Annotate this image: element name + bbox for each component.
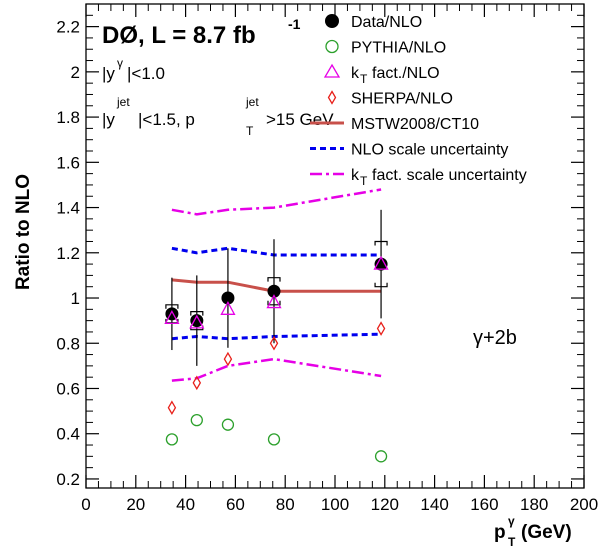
cut1-sup: γ: [117, 56, 123, 70]
pythia-point: [165, 433, 179, 446]
cut1-b: |<1.0: [127, 64, 165, 83]
y-axis-title: Ratio to NLO: [13, 174, 34, 290]
y-tick-label: 1.4: [56, 199, 80, 218]
x-axis-title-sup: γ: [508, 514, 515, 528]
legend-label: NLO scale uncertainty: [351, 142, 508, 159]
x-tick-label: 0: [81, 495, 90, 514]
data-point: [267, 284, 281, 298]
data-syst-bracket-upper: [267, 277, 281, 282]
legend-label-prefix: k: [351, 167, 360, 184]
panel-title: DØ, L = 8.7 fb -1: [102, 16, 301, 49]
sherpa-point: [269, 335, 279, 351]
data-marks: [164, 209, 389, 463]
x-tick-label: 160: [470, 495, 498, 514]
kt-fact-point: [189, 314, 205, 329]
data-syst-bracket-upper: [374, 240, 388, 246]
x-axis-title-unit: (GeV): [521, 522, 572, 543]
cut2-sup2: jet: [245, 95, 259, 109]
pythia-point: [221, 418, 235, 431]
legend-label: SHERPA/NLO: [351, 91, 453, 108]
cut2-a: |y: [102, 110, 115, 129]
x-tick-label: 200: [570, 495, 598, 514]
axis-ticks: 0 20 40 60 80 100 120 140 160 180 200 0.2 0.4 0.6 0.8 1…: [56, 4, 598, 514]
sherpa-point: [192, 375, 202, 391]
data-point: [374, 257, 388, 271]
pythia-point: [190, 413, 203, 427]
data-syst-bracket-lower: [267, 300, 281, 306]
data-point: [190, 314, 204, 328]
data-syst-bracket-upper: [190, 310, 204, 316]
legend-symbol-sherpa: [327, 90, 337, 105]
legend-symbol-pythia: [325, 39, 339, 54]
sherpa-point: [223, 351, 233, 367]
x-axis-title: p γ T (GeV): [494, 514, 572, 549]
kt-fact-point: [164, 310, 180, 325]
cut-label-1: |y γ |<1.0: [102, 56, 165, 83]
uncertainty-bands: [171, 188, 382, 382]
y-tick-label: 0.8: [56, 334, 80, 353]
legend-symbol-data: [325, 14, 339, 28]
legend-label-prefix-sub: T: [360, 72, 368, 86]
x-tick-label: 100: [321, 495, 349, 514]
y-tick-label: 0.4: [56, 425, 80, 444]
legend-label: fact./NLO: [372, 65, 440, 82]
cut2-b: |<1.5, p: [138, 110, 195, 129]
legend-label: Data/NLO: [351, 14, 422, 31]
data-point: [221, 291, 235, 305]
kt-fact-point: [220, 300, 236, 315]
cut1-a: |y: [102, 64, 115, 83]
y-tick-label: 1: [71, 289, 80, 308]
panel-title-main: DØ, L = 8.7 fb: [102, 22, 256, 49]
cut2-sub: T: [246, 124, 254, 138]
y-tick-label: 0.2: [56, 470, 80, 489]
sherpa-point: [167, 400, 177, 416]
x-tick-label: 120: [371, 495, 399, 514]
data-syst-bracket-upper: [165, 304, 179, 309]
legend-label: MSTW2008/CT10: [351, 116, 479, 133]
kt-fact-point: [373, 255, 389, 270]
x-tick-label: 140: [420, 495, 448, 514]
x-tick-label: 20: [126, 495, 145, 514]
cut2-c: >15 GeV: [266, 110, 334, 129]
legend-label: PYTHIA/NLO: [351, 40, 446, 57]
pythia-point: [374, 450, 388, 463]
y-tick-label: 0.6: [56, 379, 80, 398]
process-label: γ+2b: [473, 327, 517, 349]
y-tick-label: 2: [71, 63, 80, 82]
pythia-point: [267, 433, 281, 446]
x-axis-title-sub: T: [508, 535, 516, 549]
y-tick-label: 1.6: [56, 153, 80, 172]
y-tick-label: 2.2: [56, 18, 80, 37]
legend-symbol-kt: [323, 63, 341, 78]
y-tick-label: 1.2: [56, 244, 80, 263]
kt-fact-point: [266, 294, 282, 309]
legend-label-prefix-sub: T: [360, 174, 368, 188]
data-syst-bracket-lower: [374, 282, 388, 288]
data-point: [165, 307, 179, 321]
cut2-sup1: jet: [116, 95, 130, 109]
panel-title-sup: -1: [288, 16, 301, 32]
x-tick-label: 60: [226, 495, 245, 514]
kt-scale-upper-line: [171, 188, 382, 216]
nlo-scale-upper-line: [171, 246, 382, 257]
nlo-scale-lower-line: [171, 332, 382, 341]
x-axis-title-p: p: [494, 522, 506, 543]
x-tick-label: 40: [176, 495, 195, 514]
x-tick-label: 180: [520, 495, 548, 514]
kt-scale-lower-line: [171, 357, 382, 382]
y-tick-label: 1.8: [56, 108, 80, 127]
x-tick-label: 80: [276, 495, 295, 514]
sherpa-point: [376, 321, 386, 336]
legend-label: fact. scale uncertainty: [372, 167, 527, 184]
cut-label-2: |y jet |<1.5, p jet T >15 GeV: [102, 95, 334, 138]
legend-label-prefix: k: [351, 65, 360, 82]
